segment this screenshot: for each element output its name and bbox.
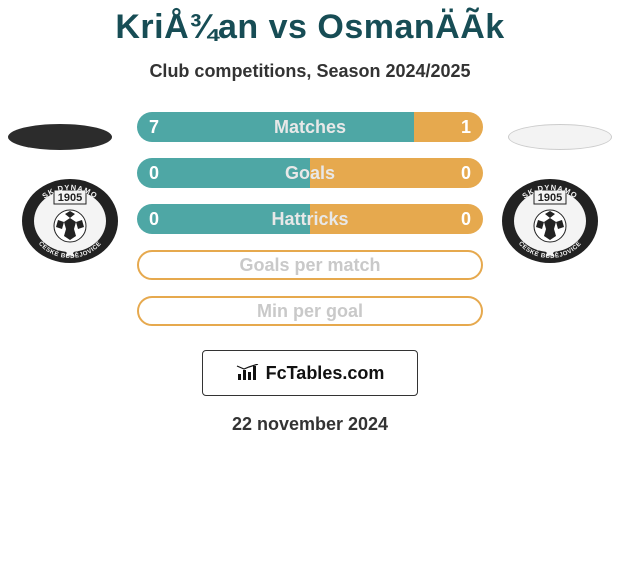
bar-label: Min per goal [257, 301, 363, 321]
comparison-bar-empty: Goals per match [137, 250, 483, 280]
bar-value-left: 7 [149, 112, 159, 142]
bar-value-left: 0 [149, 158, 159, 188]
comparison-bar: 7 1Matches [137, 112, 483, 142]
comparison-bar-empty: Min per goal [137, 296, 483, 326]
comparison-bar: 0 0Goals [137, 158, 483, 188]
bar-label: Goals per match [239, 255, 380, 275]
comparison-bar: 0 0Hattricks [137, 204, 483, 234]
bar-value-right: 0 [461, 204, 471, 234]
bar-label: Goals [137, 158, 483, 188]
bar-value-left: 0 [149, 204, 159, 234]
bar-value-right: 0 [461, 158, 471, 188]
bar-label: Hattricks [137, 204, 483, 234]
brand-text: FcTables.com [266, 363, 385, 384]
footer-date: 22 november 2024 [0, 414, 620, 435]
page-title: KriÅ¾an vs OsmanÄÃ­k [0, 0, 620, 47]
bar-value-right: 1 [461, 112, 471, 142]
bar-chart-icon [236, 364, 260, 382]
page-subtitle: Club competitions, Season 2024/2025 [0, 61, 620, 82]
brand-badge: FcTables.com [202, 350, 418, 396]
comparison-bars: 71Matches00Goals00HattricksGoals per mat… [0, 112, 620, 332]
bar-label: Matches [137, 112, 483, 142]
